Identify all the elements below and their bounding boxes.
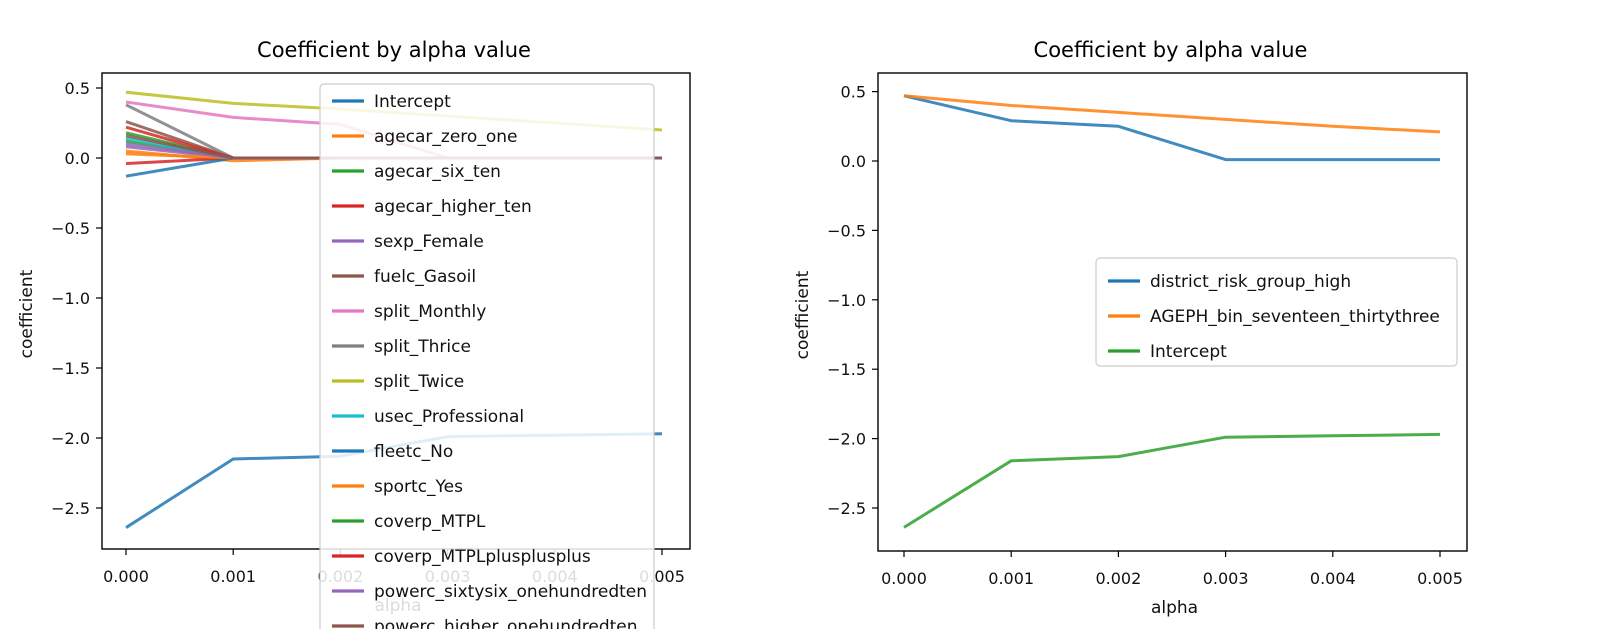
axes-frame <box>877 72 1468 552</box>
y-tick-label: −1.0 <box>827 291 866 310</box>
y-tick-label: 0.0 <box>841 152 866 171</box>
legend-entry: AGEPH_bin_seventeen_thirtythree <box>1150 307 1440 327</box>
legend-entry: agecar_zero_one <box>374 127 517 147</box>
legend-entry: split_Twice <box>374 372 464 392</box>
legend-entry: split_Monthly <box>374 302 486 322</box>
x-tick-label: 0.004 <box>1310 569 1356 588</box>
x-tick-label: 0.001 <box>210 567 256 586</box>
legend-entry: powerc_higher_onehundredten <box>374 617 638 637</box>
y-tick-label: −2.5 <box>51 499 90 518</box>
chart-title: Coefficient by alpha value <box>257 38 531 62</box>
legend-entry: fleetc_No <box>374 442 453 462</box>
legend-box <box>1095 257 1458 367</box>
x-axis-label: alpha <box>1151 598 1198 618</box>
left-chart-panel: Coefficient by alpha value 0.5 0.0 −0.5 −1.0… <box>17 38 691 637</box>
legend-entry: fuelc_Gasoil <box>374 267 476 287</box>
y-tick-label: −2.0 <box>827 430 866 449</box>
y-tick-label: −2.5 <box>827 499 866 518</box>
legend-entry: Intercept <box>1150 342 1227 362</box>
legend-entry: agecar_six_ten <box>374 162 501 182</box>
legend: district_risk_group_high AGEPH_bin_sevent… <box>1095 257 1458 367</box>
y-tick-label: −1.5 <box>827 360 866 379</box>
x-tick-label: 0.005 <box>1417 569 1463 588</box>
chart-title: Coefficient by alpha value <box>1034 38 1308 62</box>
legend-entry: sexp_Female <box>374 232 484 252</box>
legend-entry: usec_Professional <box>374 407 524 427</box>
legend-entry: district_risk_group_high <box>1150 272 1351 292</box>
legend-entry: agecar_higher_ten <box>374 197 532 217</box>
y-tick-label: 0.0 <box>65 149 90 168</box>
series-line-ageph-bin-seventeen-thirtythree <box>903 94 1441 134</box>
x-tick-label: 0.003 <box>1203 569 1249 588</box>
x-tick-label: 0.001 <box>988 569 1034 588</box>
series-line-intercept <box>903 432 1441 529</box>
legend-entry: coverp_MTPL <box>374 512 486 532</box>
legend-entry: sportc_Yes <box>374 477 463 497</box>
y-tick-label: −1.0 <box>51 289 90 308</box>
legend-entry: coverp_MTPLplusplusplus <box>374 547 591 567</box>
x-tick-label: 0.000 <box>103 567 149 586</box>
right-chart-panel: Coefficient by alpha value 0.5 0.0 −0.5 −1.0… <box>793 38 1468 618</box>
x-tick-label: 0.000 <box>881 569 927 588</box>
y-tick-label: −2.0 <box>51 429 90 448</box>
legend-entry: powerc_sixtysix_onehundredten <box>374 582 647 602</box>
legend-box <box>319 83 655 629</box>
legend-entry: Intercept <box>374 92 451 112</box>
y-tick-label: −1.5 <box>51 359 90 378</box>
legend: Intercept agecar_zero_one agecar_six_tenag… <box>319 83 655 637</box>
y-tick-label: −0.5 <box>827 221 866 240</box>
x-tick-label: 0.002 <box>1095 569 1141 588</box>
series-line-district-risk-group-high <box>903 94 1440 162</box>
y-axis-label: coefficient <box>17 269 37 358</box>
y-tick-label: −0.5 <box>51 219 90 238</box>
legend-entry: split_Thrice <box>374 337 471 357</box>
y-axis-label: coefficient <box>793 270 813 359</box>
y-tick-label: 0.5 <box>65 79 90 98</box>
y-tick-label: 0.5 <box>841 83 866 102</box>
